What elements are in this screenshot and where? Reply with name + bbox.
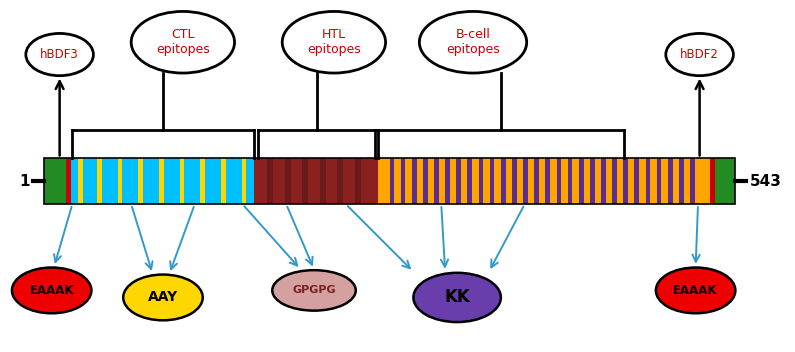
- Ellipse shape: [656, 268, 735, 313]
- Ellipse shape: [123, 275, 203, 320]
- Text: hBDF3: hBDF3: [41, 48, 79, 61]
- Bar: [320, 158, 326, 204]
- Bar: [44, 158, 66, 204]
- Bar: [355, 158, 361, 204]
- Bar: [401, 158, 405, 204]
- Ellipse shape: [131, 11, 235, 73]
- Bar: [623, 158, 628, 204]
- Text: CTL
epitopes: CTL epitopes: [156, 28, 210, 56]
- Bar: [634, 158, 639, 204]
- Ellipse shape: [272, 270, 356, 311]
- Bar: [456, 158, 461, 204]
- Bar: [337, 158, 343, 204]
- Bar: [66, 158, 71, 204]
- Bar: [479, 158, 483, 204]
- Bar: [534, 158, 539, 204]
- Bar: [710, 158, 715, 204]
- Bar: [159, 158, 164, 204]
- Bar: [715, 158, 735, 204]
- Bar: [601, 158, 606, 204]
- Bar: [118, 158, 122, 204]
- Bar: [285, 158, 291, 204]
- Bar: [467, 158, 472, 204]
- Bar: [97, 158, 102, 204]
- Bar: [378, 158, 719, 204]
- Ellipse shape: [12, 268, 91, 313]
- Ellipse shape: [420, 11, 526, 73]
- Text: hBDF2: hBDF2: [681, 48, 719, 61]
- Bar: [568, 158, 572, 204]
- Bar: [668, 158, 673, 204]
- Text: EAAAK: EAAAK: [673, 284, 718, 297]
- Ellipse shape: [25, 33, 94, 76]
- Bar: [434, 158, 439, 204]
- Bar: [200, 158, 205, 204]
- Bar: [267, 158, 273, 204]
- Text: EAAAK: EAAAK: [29, 284, 74, 297]
- Bar: [302, 158, 308, 204]
- Bar: [646, 158, 650, 204]
- Bar: [445, 158, 450, 204]
- Text: B-cell
epitopes: B-cell epitopes: [446, 28, 500, 56]
- Bar: [579, 158, 584, 204]
- Text: AAY: AAY: [148, 290, 178, 304]
- Bar: [523, 158, 528, 204]
- Bar: [221, 158, 226, 204]
- Bar: [44, 158, 254, 204]
- Bar: [412, 158, 417, 204]
- Bar: [490, 158, 494, 204]
- Ellipse shape: [665, 33, 733, 76]
- Bar: [254, 158, 378, 204]
- Text: 543: 543: [750, 174, 781, 189]
- Text: 1: 1: [19, 174, 29, 189]
- Bar: [78, 158, 83, 204]
- Bar: [612, 158, 617, 204]
- Ellipse shape: [282, 11, 386, 73]
- Text: HTL
epitopes: HTL epitopes: [307, 28, 361, 56]
- Ellipse shape: [413, 273, 501, 322]
- Text: KK: KK: [444, 288, 470, 307]
- Bar: [180, 158, 184, 204]
- Text: GPGPG: GPGPG: [293, 285, 335, 295]
- Bar: [423, 158, 428, 204]
- Bar: [138, 158, 143, 204]
- Bar: [242, 158, 246, 204]
- Bar: [590, 158, 595, 204]
- Bar: [556, 158, 561, 204]
- Bar: [390, 158, 394, 204]
- Bar: [545, 158, 550, 204]
- Bar: [501, 158, 506, 204]
- Bar: [690, 158, 695, 204]
- Bar: [512, 158, 517, 204]
- Bar: [679, 158, 684, 204]
- Bar: [657, 158, 661, 204]
